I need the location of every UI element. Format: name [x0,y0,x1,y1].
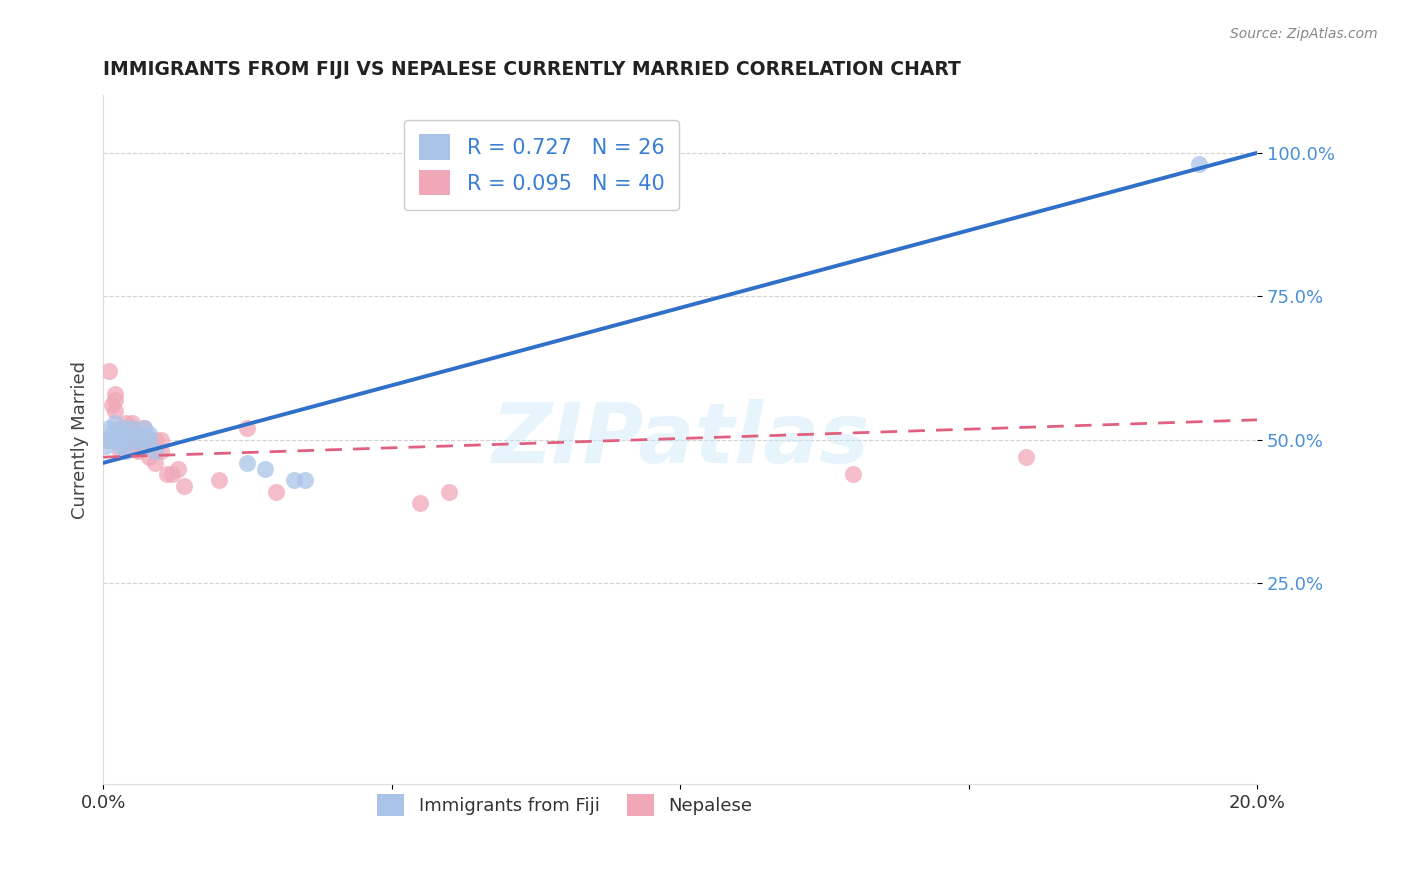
Point [162,467,184,482]
Text: Source: ZipAtlas.com: Source: ZipAtlas.com [1230,27,1378,41]
Point [110,433,132,447]
Point [138,427,160,442]
Point [110,439,132,453]
Point [253,461,276,475]
Point [132,421,155,435]
Point [104,392,127,407]
Point [127,444,149,458]
Point [97,364,120,378]
Point [110,421,132,435]
Point [94,433,117,447]
Text: ZIPatlas: ZIPatlas [491,400,869,481]
Point [264,484,287,499]
Point [115,427,138,442]
Point [842,467,865,482]
Point [97,433,120,447]
Point [115,427,138,442]
Point [110,444,132,458]
Point [167,461,190,475]
Point [115,416,138,430]
Point [127,433,149,447]
Point [1015,450,1038,465]
Point [97,421,120,435]
Point [94,439,117,453]
Point [207,473,229,487]
Legend: Immigrants from Fiji, Nepalese: Immigrants from Fiji, Nepalese [370,787,759,823]
Point [409,496,432,510]
Point [155,467,177,482]
Point [104,416,127,430]
Y-axis label: Currently Married: Currently Married [72,361,89,519]
Point [101,399,124,413]
Point [121,439,143,453]
Point [127,433,149,447]
Point [132,439,155,453]
Point [132,433,155,447]
Point [127,427,149,442]
Point [121,433,143,447]
Point [439,484,461,499]
Text: IMMIGRANTS FROM FIJI VS NEPALESE CURRENTLY MARRIED CORRELATION CHART: IMMIGRANTS FROM FIJI VS NEPALESE CURRENT… [103,60,962,78]
Point [149,433,172,447]
Point [236,456,259,470]
Point [283,473,305,487]
Point [104,404,127,418]
Point [101,427,124,442]
Point [138,433,160,447]
Point [104,387,127,401]
Point [115,439,138,453]
Point [173,479,195,493]
Point [143,433,166,447]
Point [121,416,143,430]
Point [149,444,172,458]
Point [1188,157,1211,171]
Point [107,427,129,442]
Point [143,456,166,470]
Point [115,444,138,458]
Point [143,444,166,458]
Point [121,421,143,435]
Point [104,433,127,447]
Point [132,439,155,453]
Point [138,450,160,465]
Point [112,421,135,435]
Point [236,421,259,435]
Point [138,433,160,447]
Point [97,433,120,447]
Point [121,433,143,447]
Point [121,421,143,435]
Point [110,433,132,447]
Point [294,473,316,487]
Point [132,421,155,435]
Point [110,433,132,447]
